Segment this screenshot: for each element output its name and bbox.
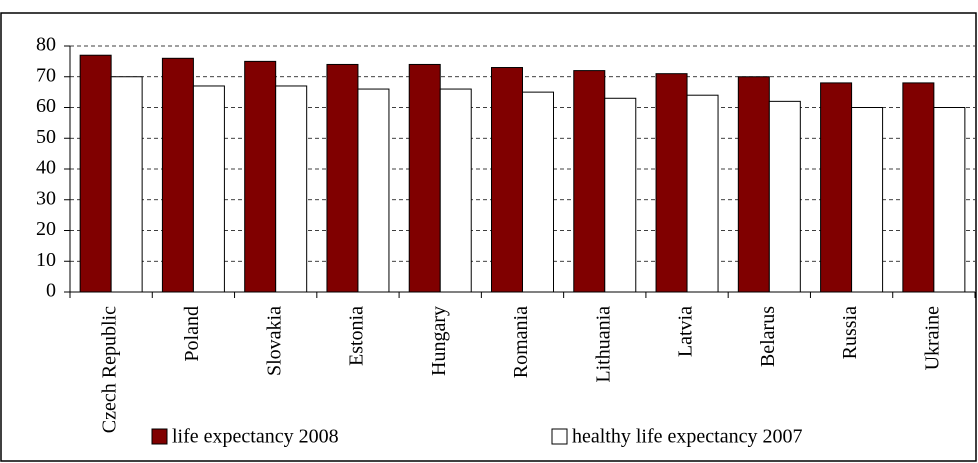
bar bbox=[439, 88, 472, 293]
bar bbox=[491, 67, 523, 293]
bar bbox=[192, 85, 225, 293]
x-tick-label: Russia bbox=[839, 306, 861, 359]
x-tick-label: Czech Republic bbox=[99, 306, 121, 433]
y-tick-label: 70 bbox=[36, 64, 56, 86]
x-tick-label: Romania bbox=[510, 306, 532, 378]
bar bbox=[573, 70, 606, 293]
bar bbox=[604, 97, 637, 293]
y-tick-label: 80 bbox=[36, 34, 56, 56]
legend-label: healthy life expectancy 2007 bbox=[572, 426, 802, 448]
y-tick-label: 0 bbox=[46, 280, 56, 302]
bar bbox=[768, 100, 801, 293]
y-tick-label: 30 bbox=[36, 187, 56, 209]
x-tick-label: Poland bbox=[181, 306, 203, 362]
legend-swatch bbox=[151, 428, 168, 445]
bar bbox=[655, 73, 688, 293]
bar bbox=[522, 91, 554, 293]
x-tick-label: Lithuania bbox=[592, 306, 614, 383]
bar bbox=[275, 85, 308, 293]
bar bbox=[408, 63, 441, 293]
y-tick-label: 20 bbox=[36, 218, 56, 240]
bar bbox=[737, 76, 770, 293]
x-tick-label: Slovakia bbox=[263, 306, 285, 376]
y-tick-label: 60 bbox=[36, 95, 56, 117]
bar bbox=[820, 82, 853, 293]
bar bbox=[161, 57, 194, 293]
legend-swatch bbox=[551, 428, 568, 445]
x-tick-label: Estonia bbox=[346, 306, 368, 366]
bar bbox=[244, 60, 277, 293]
bar bbox=[79, 54, 112, 293]
bar bbox=[686, 94, 719, 293]
bar bbox=[326, 63, 359, 293]
bar bbox=[851, 107, 884, 293]
bar bbox=[357, 88, 390, 293]
y-tick-label: 40 bbox=[36, 157, 56, 179]
x-tick-label: Latvia bbox=[675, 306, 697, 357]
x-tick-label: Belarus bbox=[757, 306, 779, 367]
x-tick-label: Ukraine bbox=[921, 306, 943, 371]
y-tick-label: 50 bbox=[36, 126, 56, 148]
x-tick-label: Hungary bbox=[428, 306, 450, 376]
bar bbox=[902, 82, 935, 293]
legend-label: life expectancy 2008 bbox=[172, 426, 339, 448]
y-tick-label: 10 bbox=[36, 249, 56, 271]
bar bbox=[933, 107, 966, 293]
bar bbox=[110, 76, 143, 293]
